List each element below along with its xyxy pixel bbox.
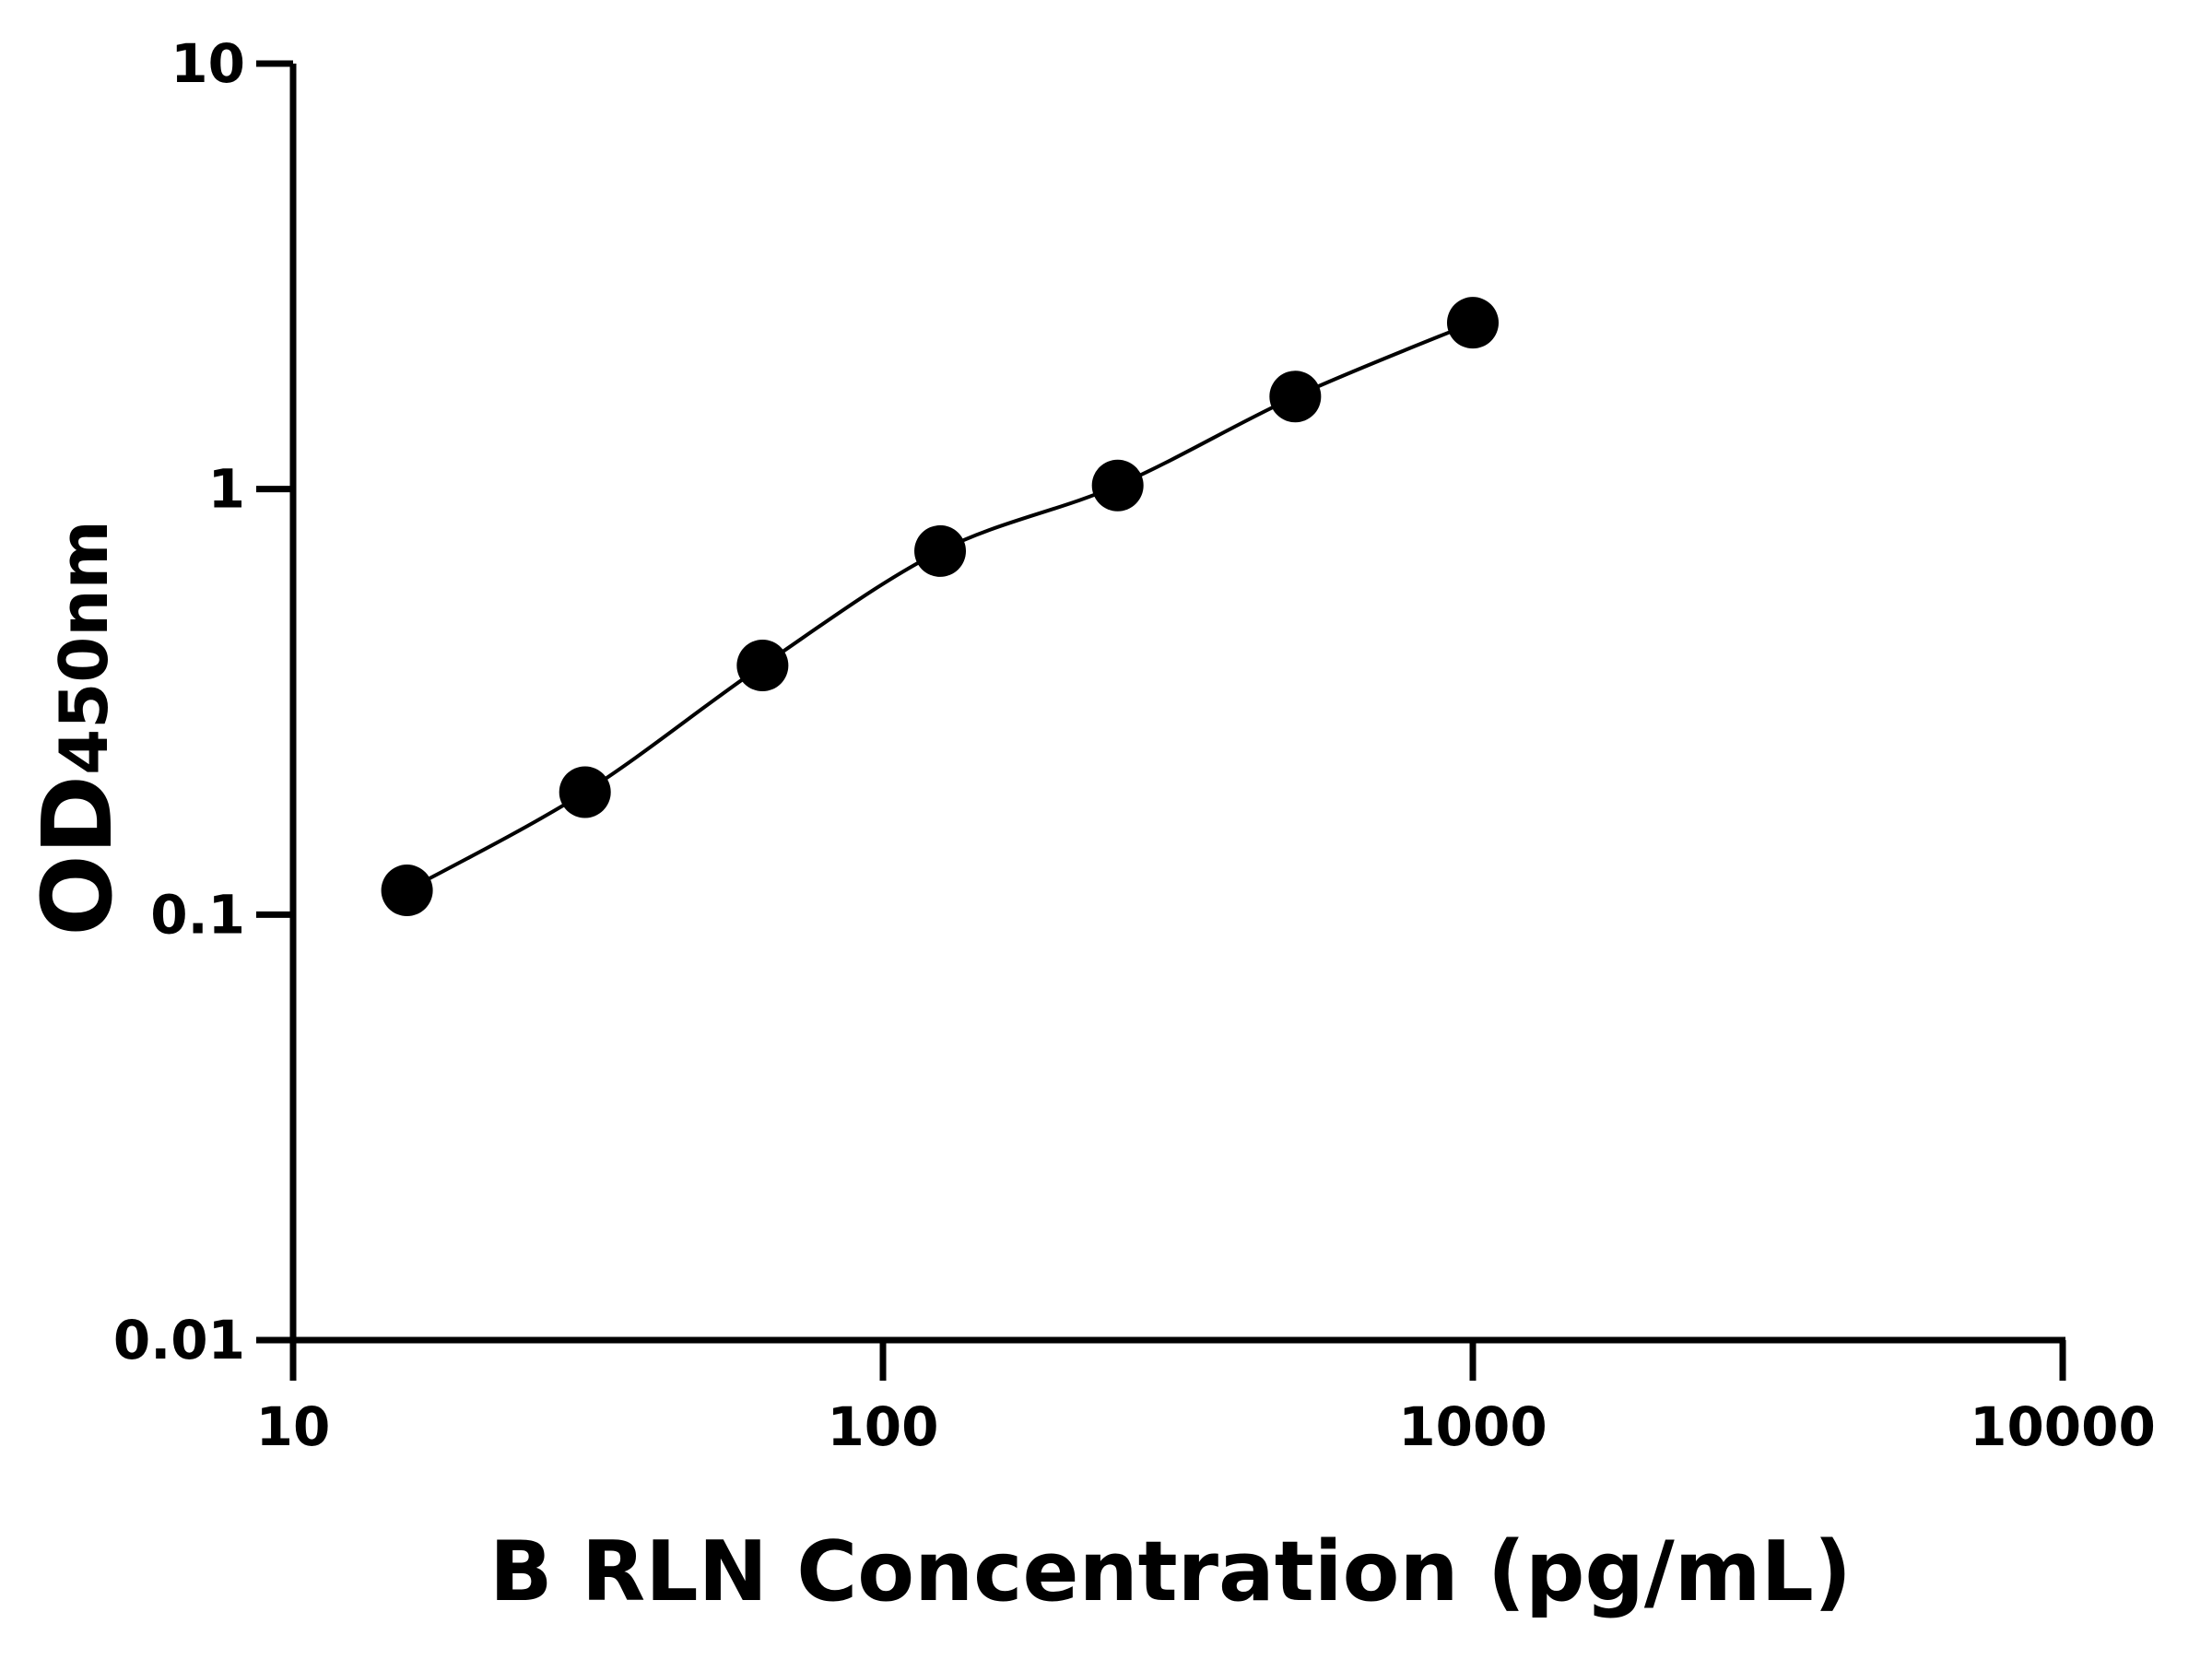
data-point — [559, 766, 611, 818]
y-axis-label-subscript: 450nm — [45, 520, 123, 775]
data-point — [914, 524, 967, 577]
x-tick-label: 10 — [256, 1395, 331, 1458]
y-tick-label: 10 — [171, 32, 245, 95]
y-tick-label: 1 — [208, 458, 245, 521]
x-tick-label: 10000 — [1970, 1395, 2156, 1458]
y-axis-label: OD450nm — [21, 520, 134, 935]
y-tick-label: 0.1 — [150, 883, 245, 946]
y-axis-label-main: OD — [21, 775, 134, 936]
data-point — [736, 640, 789, 692]
data-point — [1269, 371, 1322, 423]
data-point — [1447, 297, 1499, 349]
x-tick-label: 1000 — [1398, 1395, 1547, 1458]
data-point — [1091, 459, 1144, 512]
data-point — [381, 865, 433, 917]
x-axis-label: B RLN Concentration (pg/mL) — [489, 1524, 1852, 1620]
y-tick-label: 0.01 — [113, 1309, 245, 1371]
x-tick-label: 100 — [827, 1395, 938, 1458]
